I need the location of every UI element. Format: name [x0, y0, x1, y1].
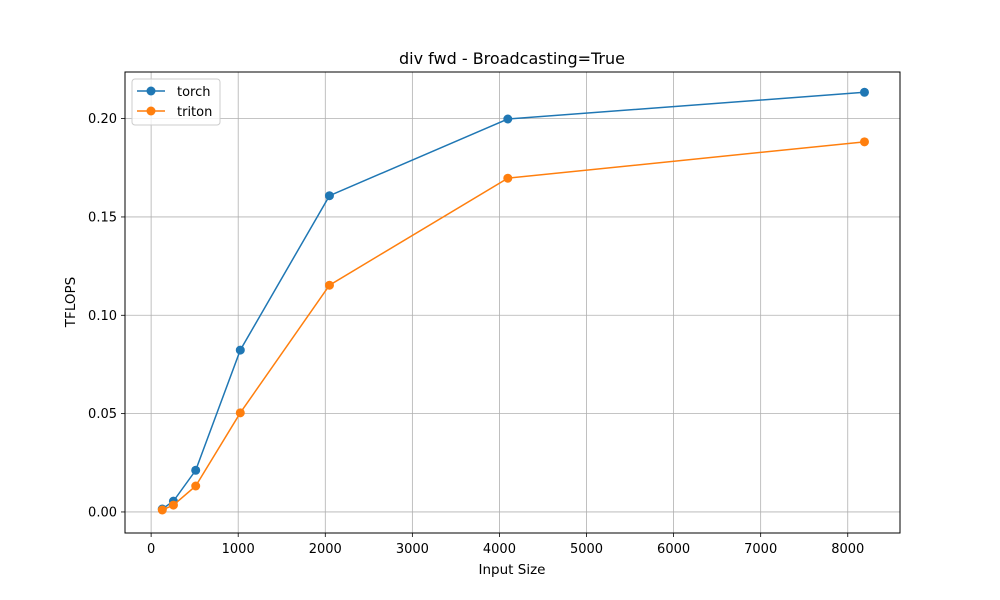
data-point-torch: [859, 87, 869, 97]
x-tick-label: 7000: [744, 542, 777, 557]
x-tick-label: 5000: [570, 542, 603, 557]
data-point-torch: [503, 114, 513, 124]
data-point-triton: [235, 408, 245, 418]
data-point-torch: [191, 465, 201, 475]
data-point-triton: [168, 500, 178, 510]
y-tick-label: 0.20: [88, 112, 117, 127]
y-tick-label: 0.15: [88, 210, 117, 225]
legend-marker-torch: [146, 86, 156, 96]
chart-title: div fwd - Broadcasting=True: [399, 49, 625, 68]
data-point-triton: [859, 137, 869, 147]
x-tick-label: 6000: [657, 542, 690, 557]
x-tick-label: 4000: [483, 542, 516, 557]
x-axis-label: Input Size: [479, 562, 546, 578]
series-line-torch: [161, 91, 865, 510]
legend-label-torch: torch: [177, 85, 211, 100]
x-tick-label: 1000: [222, 542, 255, 557]
legend-label-triton: triton: [177, 105, 212, 120]
y-axis-label: TFLOPS: [63, 277, 79, 328]
data-point-triton: [191, 481, 201, 491]
x-tick-label: 8000: [831, 542, 864, 557]
series-group: [157, 87, 869, 515]
y-axis: 0.00 0.05 0.10 0.15 0.20: [88, 112, 125, 520]
x-tick-label: 3000: [396, 542, 429, 557]
x-tick-label: 0: [147, 542, 155, 557]
y-tick-label: 0.00: [88, 505, 117, 520]
x-tick-label: 2000: [309, 542, 342, 557]
legend: torch triton: [131, 78, 221, 126]
data-point-triton: [157, 505, 167, 515]
y-tick-label: 0.10: [88, 309, 117, 324]
x-axis: 0 1000 2000 3000 4000 5000 6000 7000 8000: [147, 533, 864, 557]
legend-marker-triton: [146, 106, 156, 116]
data-point-torch: [324, 191, 334, 201]
data-point-triton: [503, 173, 513, 183]
series-line-triton: [161, 141, 865, 511]
y-tick-label: 0.05: [88, 407, 117, 422]
plot-area-frame: [124, 71, 901, 534]
grid: [125, 72, 900, 533]
data-point-triton: [324, 280, 334, 290]
data-point-torch: [235, 345, 245, 355]
